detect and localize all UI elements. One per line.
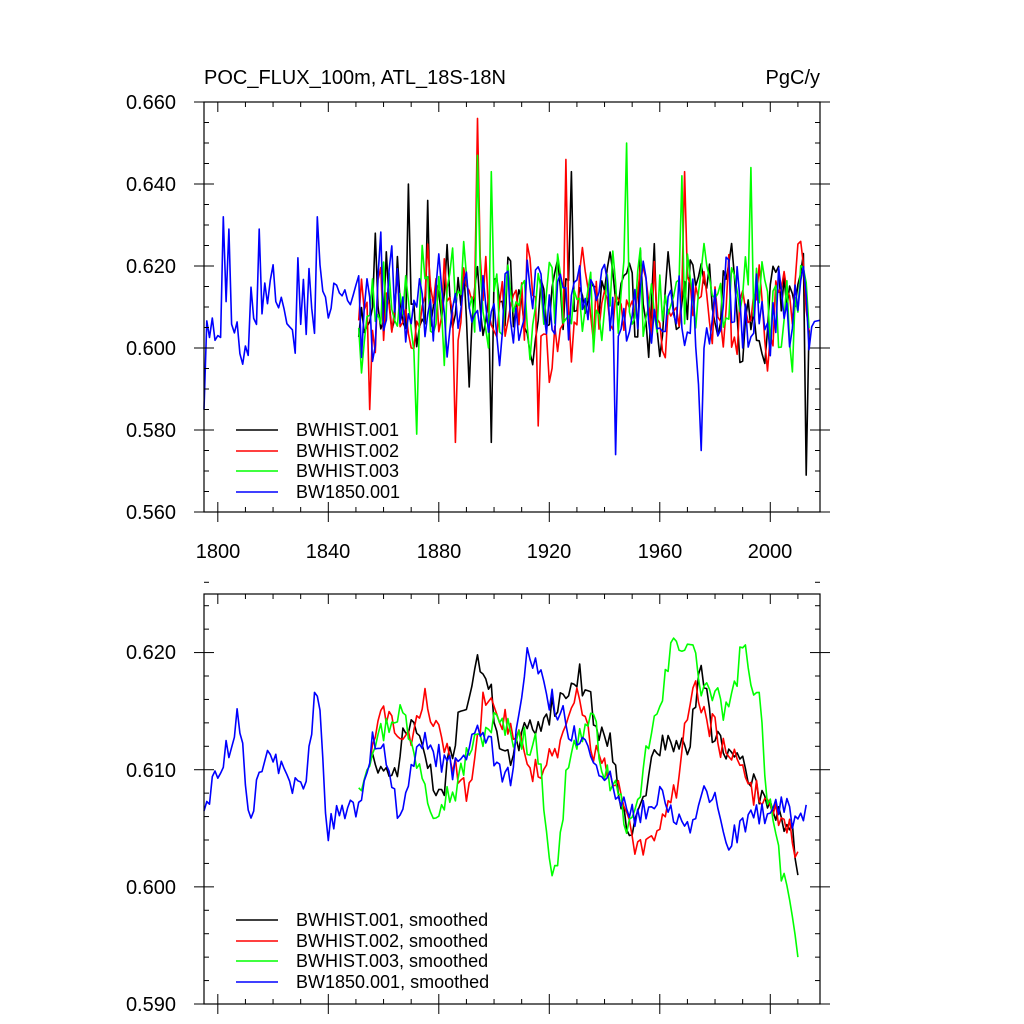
top-series-group	[203, 117, 821, 476]
top-panel: POC_FLUX_100m, ATL_18S-18N PgC/y 0.560 0…	[126, 67, 830, 563]
bottom-series-group	[203, 637, 807, 958]
top-legend: BWHIST.001 BWHIST.002 BWHIST.003 BW1850.…	[236, 420, 400, 502]
top-xtick-label: 2000	[748, 541, 793, 563]
bottom-ytick-label: 0.620	[126, 642, 176, 664]
chart-title: POC_FLUX_100m, ATL_18S-18N	[204, 67, 506, 89]
legend-label: BWHIST.002	[296, 441, 399, 461]
series-line-1	[368, 654, 799, 876]
bottom-plot-frame	[203, 593, 821, 1005]
bottom-legend: BWHIST.001, smoothed BWHIST.002, smoothe…	[236, 910, 489, 992]
top-xtick-label: 1840	[306, 541, 351, 563]
top-ytick-label: 0.600	[126, 338, 176, 360]
legend-label: BW1850.001	[296, 482, 400, 502]
top-axis-ticks	[194, 101, 830, 522]
series-line-4	[203, 647, 807, 851]
top-xtick-label: 1880	[417, 541, 462, 563]
legend-label: BW1850.001, smoothed	[296, 972, 489, 992]
series-line-2	[368, 680, 799, 859]
bottom-panel: 0.590 0.600 0.610 0.620 BWHIST.001, smoo…	[126, 581, 830, 1016]
legend-label: BWHIST.001	[296, 420, 399, 440]
top-xtick-label: 1920	[527, 541, 572, 563]
top-ytick-label: 0.580	[126, 420, 176, 442]
top-xtick-label: 1800	[196, 541, 241, 563]
top-xtick-label: 1960	[638, 541, 683, 563]
series-line-2	[357, 117, 810, 444]
bottom-ytick-label: 0.610	[126, 760, 176, 782]
legend-label: BWHIST.003	[296, 461, 399, 481]
series-line-3	[358, 637, 799, 958]
chart-units: PgC/y	[766, 67, 820, 89]
bottom-ytick-label: 0.590	[126, 994, 176, 1016]
bottom-ytick-label: 0.600	[126, 877, 176, 899]
top-ytick-label: 0.640	[126, 174, 176, 196]
legend-label: BWHIST.001, smoothed	[296, 910, 488, 930]
top-ytick-label: 0.560	[126, 502, 176, 524]
top-ytick-label: 0.660	[126, 92, 176, 114]
top-ytick-label: 0.620	[126, 256, 176, 278]
legend-label: BWHIST.002, smoothed	[296, 931, 488, 951]
bottom-axis-ticks	[194, 581, 830, 1014]
series-line-4	[203, 216, 821, 456]
legend-label: BWHIST.003, smoothed	[296, 951, 488, 971]
